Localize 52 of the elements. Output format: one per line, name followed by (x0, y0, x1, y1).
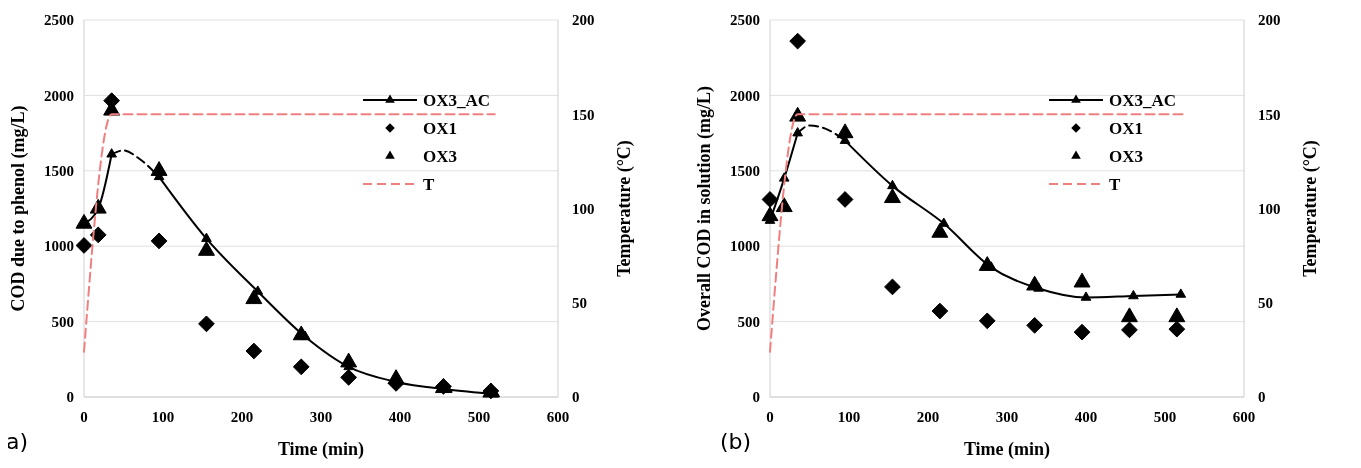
x-tick-label: 300 (995, 409, 1019, 425)
y-tick-label: 500 (737, 313, 760, 330)
y-tick-label: 2000 (730, 87, 760, 104)
text: (b) (720, 429, 752, 454)
x-tick-label: 600 (1232, 409, 1256, 425)
y-tick-label: 2500 (44, 12, 74, 29)
y-tick-label: 1500 (730, 163, 760, 180)
y-tick-label: 0 (66, 389, 74, 406)
y2-axis-title: Temperature (°C) (1300, 140, 1321, 277)
x-tick-label: 400 (388, 409, 412, 425)
x-tick-label: 0 (80, 409, 88, 425)
y-tick-label: 0 (752, 389, 760, 406)
y-tick-label: 500 (51, 313, 74, 330)
y2-tick-label: 0 (572, 389, 580, 406)
y2-tick-label: 150 (572, 106, 595, 123)
x-tick-label: 300 (309, 409, 333, 425)
legend-label: OX3 (1109, 146, 1143, 166)
text: a) (6, 429, 29, 454)
x-tick-label: 100 (151, 409, 175, 425)
x-axis-title: Time (min) (963, 439, 1051, 460)
y2-axis-title: Temperature (°C) (614, 140, 635, 277)
x-tick-label: 600 (546, 409, 570, 425)
legend-label: OX3 (423, 146, 457, 166)
y2-tick-label: 200 (572, 12, 595, 29)
y-axis-title: Overall COD in solution (mg/L) (694, 85, 715, 332)
y2-tick-label: 0 (1258, 389, 1266, 406)
x-axis-title: Time (min) (277, 439, 365, 460)
x-tick-label: 100 (837, 409, 861, 425)
y-tick-label: 1000 (44, 238, 74, 255)
y2-tick-label: 150 (1258, 106, 1281, 123)
legend-label: OX1 (423, 118, 457, 138)
x-tick-label: 0 (766, 409, 774, 425)
y-tick-label: 2500 (730, 12, 760, 29)
y2-tick-label: 100 (1258, 200, 1281, 217)
y-tick-label: 1000 (730, 238, 760, 255)
legend-label: OX3_AC (423, 90, 491, 110)
x-tick-label: 500 (1153, 409, 1177, 425)
y-axis-title: COD due to phenol (mg/L) (8, 105, 29, 312)
x-tick-label: 200 (230, 409, 254, 425)
y-tick-label: 1500 (44, 163, 74, 180)
x-tick-label: 400 (1074, 409, 1098, 425)
legend-label: OX1 (1109, 118, 1143, 138)
y2-tick-label: 50 (1258, 295, 1273, 311)
y2-tick-label: 100 (572, 200, 595, 217)
legend-label: T (423, 174, 435, 194)
y2-tick-label: 50 (572, 295, 587, 311)
y2-tick-label: 200 (1258, 12, 1281, 29)
legend-label: OX3_AC (1109, 90, 1177, 110)
y-tick-label: 2000 (44, 87, 74, 104)
x-tick-label: 200 (916, 409, 940, 425)
x-tick-label: 500 (467, 409, 491, 425)
legend-label: T (1109, 174, 1121, 194)
